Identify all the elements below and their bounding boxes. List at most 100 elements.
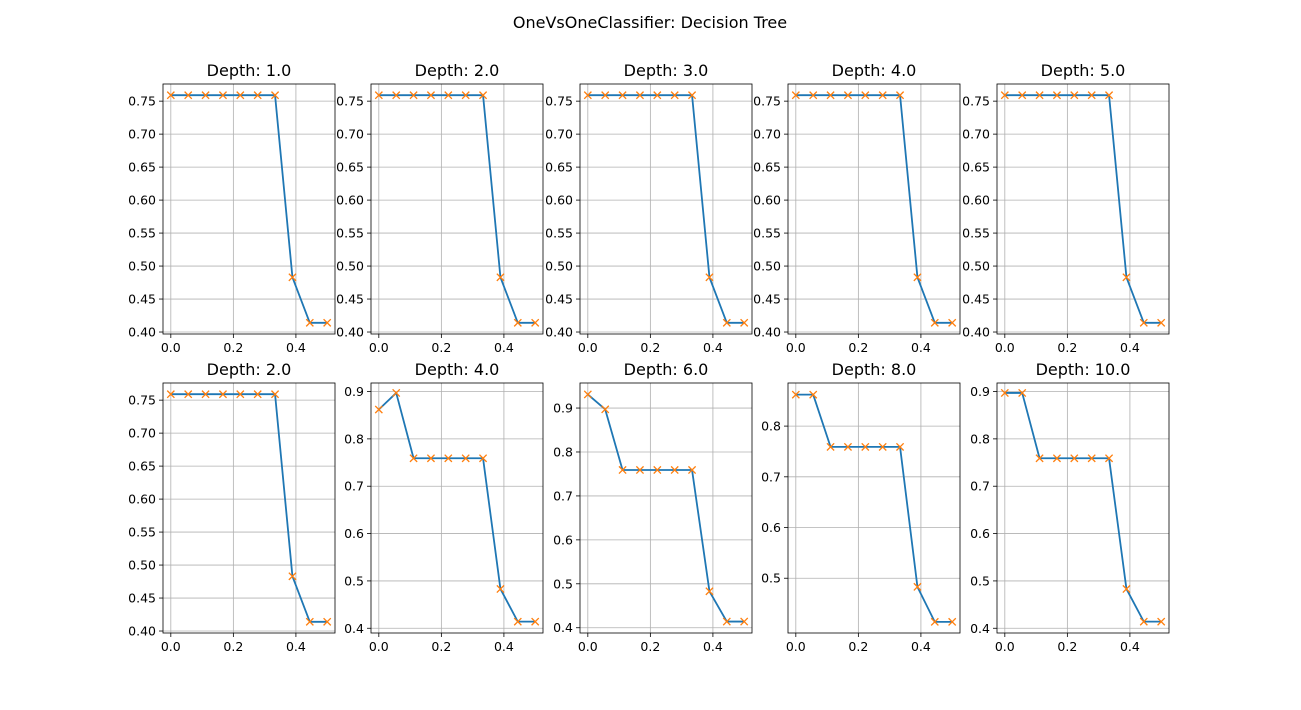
series-line (795, 393, 953, 623)
data-point-marker (426, 454, 436, 463)
y-tick-label: 0.45 (962, 292, 990, 307)
data-point-marker (270, 91, 280, 100)
data-point-marker (687, 91, 697, 100)
x-tick-label: 0.0 (995, 639, 1015, 654)
x-tick-label: 0.4 (286, 340, 306, 355)
data-point-marker (618, 91, 627, 100)
y-tick-label: 0.8 (553, 444, 573, 459)
y-tick-label: 0.5 (553, 576, 573, 591)
plot-area (997, 383, 1169, 633)
data-point-marker (653, 91, 662, 100)
y-tick-label: 0.60 (753, 193, 781, 208)
axes-frame (162, 83, 336, 335)
data-point-marker (1070, 454, 1079, 463)
subplot-grid: 0.0 0.2 0.4 0.40 0.45 0.50 0.55 0.60 0.65 0.70 0.7… (128, 61, 1170, 654)
data-point-marker (513, 318, 522, 327)
subplot-8: 0.0 0.2 0.4 0.4 0.5 0.6 0.7 0.8 0.9 Depth: 6.0 (553, 360, 753, 654)
data-point-marker (392, 91, 401, 100)
x-tick-label: 0.0 (786, 340, 806, 355)
y-tick-label: 0.70 (545, 127, 573, 142)
y-tick-label: 0.65 (545, 160, 573, 175)
data-point-marker (1139, 617, 1148, 626)
data-point-marker (513, 617, 522, 626)
y-tick-label: 0.4 (553, 620, 573, 635)
data-point-marker (184, 390, 193, 399)
x-tick-label: 0.2 (848, 639, 868, 654)
data-point-marker (218, 390, 228, 399)
y-tick-label: 0.60 (545, 193, 573, 208)
series-line (1004, 94, 1162, 324)
data-point-marker (184, 91, 193, 100)
data-point-marker (687, 465, 697, 475)
y-tick-label: 0.70 (128, 127, 156, 142)
data-point-marker (670, 91, 679, 100)
data-point-marker (826, 442, 835, 451)
data-point-marker (930, 318, 939, 327)
figure-title: OneVsOneClassifier: Decision Tree (513, 13, 787, 32)
data-point-marker (253, 91, 262, 100)
data-point-marker (236, 91, 245, 100)
data-point-marker (583, 91, 592, 100)
data-point-marker (913, 582, 922, 591)
data-point-marker (1018, 388, 1027, 398)
data-point-marker (323, 318, 332, 327)
subplot-title: Depth: 4.0 (832, 61, 917, 80)
x-tick-label: 0.2 (431, 639, 451, 654)
data-point-marker (1070, 91, 1079, 100)
subplot-title: Depth: 3.0 (624, 61, 709, 80)
y-tick-label: 0.60 (336, 193, 364, 208)
plot-area (788, 383, 960, 633)
data-point-marker (826, 91, 835, 100)
y-tick-label: 0.4 (344, 621, 364, 636)
y-tick-label: 0.50 (128, 259, 156, 274)
subplot-5: 0.0 0.2 0.4 0.40 0.45 0.50 0.55 0.60 0.65 0.70 0.7… (962, 61, 1170, 355)
data-point-marker (635, 465, 645, 475)
y-tick-label: 0.60 (128, 492, 156, 507)
axes-frame (996, 382, 1170, 634)
y-tick-label: 0.70 (753, 127, 781, 142)
y-tick-label: 0.50 (753, 259, 781, 274)
data-point-marker (670, 465, 679, 475)
data-point-marker (1052, 454, 1062, 463)
axes-frame (996, 83, 1170, 335)
x-tick-label: 0.4 (911, 639, 931, 654)
y-tick-label: 0.8 (761, 419, 781, 434)
y-tick-label: 0.5 (761, 571, 781, 586)
data-point-marker (478, 454, 488, 463)
data-point-marker (1052, 91, 1062, 100)
x-tick-label: 0.0 (786, 639, 806, 654)
x-tick-label: 0.4 (703, 639, 723, 654)
x-tick-label: 0.2 (848, 340, 868, 355)
axes-frame (579, 382, 753, 634)
data-point-marker (409, 91, 418, 100)
y-tick-label: 0.75 (336, 94, 364, 109)
plot-area (371, 383, 543, 633)
y-tick-label: 0.8 (344, 431, 364, 446)
x-tick-label: 0.0 (578, 639, 598, 654)
y-tick-label: 0.4 (970, 621, 990, 636)
y-tick-label: 0.60 (128, 193, 156, 208)
y-tick-label: 0.65 (962, 160, 990, 175)
y-tick-label: 0.75 (545, 94, 573, 109)
subplot-title: Depth: 5.0 (1041, 61, 1126, 80)
y-tick-label: 0.40 (962, 325, 990, 340)
axes-frame (787, 382, 961, 634)
y-tick-label: 0.7 (344, 479, 364, 494)
data-point-marker (1000, 388, 1009, 398)
data-point-marker (878, 442, 887, 451)
data-point-marker (496, 584, 505, 594)
y-tick-label: 0.65 (128, 160, 156, 175)
y-tick-label: 0.50 (128, 558, 156, 573)
y-tick-label: 0.40 (336, 325, 364, 340)
x-tick-label: 0.2 (640, 639, 660, 654)
data-point-marker (930, 617, 939, 626)
axes-frame (370, 83, 544, 335)
y-tick-label: 0.55 (962, 226, 990, 241)
subplot-title: Depth: 4.0 (415, 360, 500, 379)
data-point-marker (478, 91, 488, 100)
data-point-marker (1122, 584, 1131, 594)
y-tick-label: 0.65 (753, 160, 781, 175)
data-point-marker (895, 442, 905, 451)
subplot-title: Depth: 6.0 (624, 360, 709, 379)
axes-frame (370, 382, 544, 634)
